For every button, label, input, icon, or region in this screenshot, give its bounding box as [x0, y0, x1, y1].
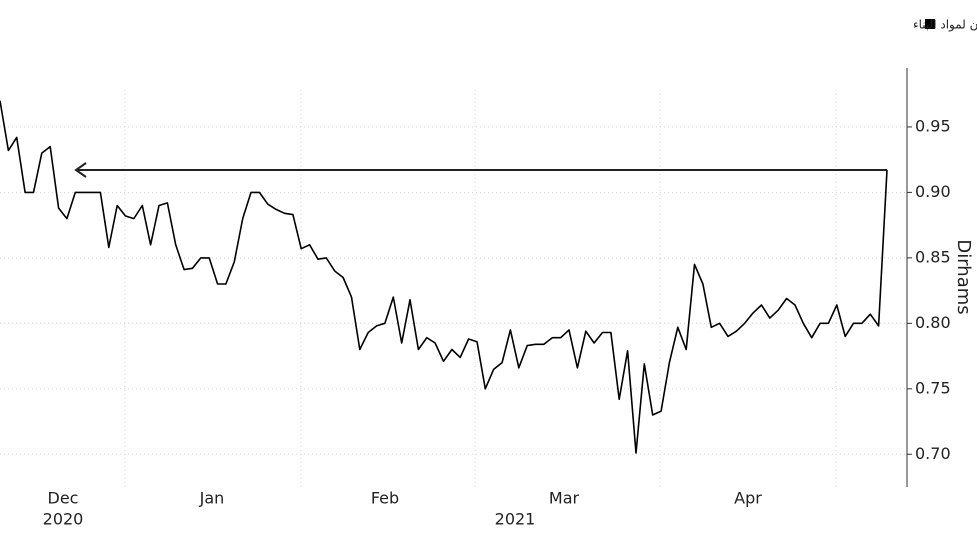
- x-year-label: 2020: [43, 510, 84, 529]
- vertical-grid: [124, 90, 837, 487]
- x-tick-label: Dec: [48, 489, 79, 508]
- y-tick-label: 0.95: [915, 116, 951, 135]
- x-tick-label: Jan: [199, 489, 225, 508]
- y-tick-label: 0.85: [915, 247, 951, 266]
- x-year-label: 2021: [495, 510, 536, 529]
- legend-label: السعر الأخير لسهم شركة أركان لمواد البنا…: [913, 17, 977, 33]
- x-tick-label: Mar: [549, 489, 580, 508]
- price-line: [0, 100, 888, 454]
- x-tick-label: Apr: [734, 489, 762, 508]
- y-axis-label: Dirhams: [953, 239, 974, 314]
- x-tick-label: Feb: [371, 489, 399, 508]
- y-tick-label: 0.70: [915, 444, 951, 463]
- y-tick-label: 0.90: [915, 182, 951, 201]
- arrow: [74, 162, 887, 178]
- y-tick-label: 0.80: [915, 313, 951, 332]
- legend-swatch: [925, 19, 935, 29]
- y-tick-label: 0.75: [915, 378, 951, 397]
